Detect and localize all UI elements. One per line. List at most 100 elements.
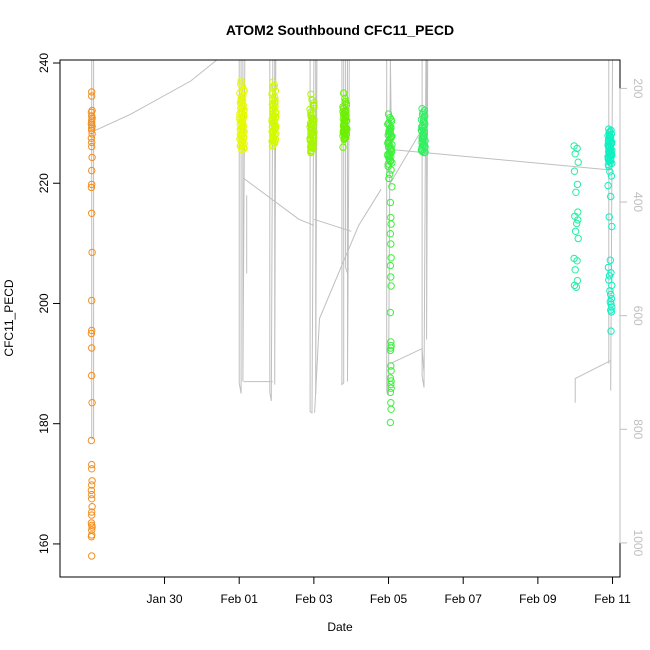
data-point — [571, 227, 580, 236]
right-tick-label: 200 — [631, 78, 645, 98]
data-point — [87, 134, 96, 142]
chart-title: ATOM2 Southbound CFC11_PECD — [226, 22, 454, 38]
data-point — [571, 150, 579, 158]
data-point — [269, 105, 278, 114]
data-point — [88, 92, 96, 100]
data-point — [310, 102, 318, 111]
data-point — [88, 503, 96, 511]
data-point — [88, 399, 96, 407]
data-point — [386, 418, 395, 427]
data-point — [87, 436, 96, 445]
data-point — [309, 127, 318, 136]
data-points — [87, 77, 616, 560]
data-point — [386, 261, 395, 270]
data-point — [386, 308, 395, 317]
data-point — [237, 95, 245, 103]
data-point — [88, 552, 96, 560]
profile-line-1 — [91, 59, 218, 133]
y-tick-label: 240 — [37, 53, 51, 73]
data-point — [87, 533, 96, 541]
profile-line-8 — [314, 189, 382, 413]
data-point — [240, 87, 248, 96]
profile-line-15 — [392, 149, 611, 171]
data-point — [88, 511, 96, 519]
data-point — [572, 188, 580, 197]
data-point — [387, 367, 395, 375]
data-point — [268, 88, 277, 97]
data-point — [88, 248, 96, 257]
data-point — [340, 111, 348, 119]
data-point — [307, 121, 315, 129]
data-point — [387, 220, 395, 228]
data-point — [87, 519, 96, 527]
x-tick-label: Feb 11 — [594, 592, 631, 606]
data-point — [605, 162, 613, 171]
data-point — [240, 144, 248, 153]
data-point — [607, 145, 615, 153]
data-point — [386, 230, 395, 238]
data-point — [605, 213, 613, 221]
data-point — [271, 126, 279, 134]
data-point — [238, 127, 247, 135]
data-point — [271, 109, 280, 118]
data-point — [606, 152, 614, 160]
data-point — [385, 152, 393, 160]
x-axis-label: Date — [327, 620, 353, 634]
data-point — [605, 272, 614, 280]
data-point — [418, 105, 426, 113]
right-tick-label: 400 — [631, 192, 645, 212]
data-point — [88, 490, 96, 499]
data-point — [570, 281, 579, 290]
data-point — [340, 134, 349, 142]
profile-line-9 — [313, 218, 352, 232]
data-point — [418, 147, 426, 156]
data-point — [387, 240, 395, 248]
data-point — [88, 477, 96, 485]
data-point — [339, 143, 347, 151]
data-point — [386, 388, 395, 397]
x-tick-label: Feb 05 — [370, 592, 408, 606]
right-tick-label: 800 — [631, 419, 645, 439]
data-point — [88, 508, 96, 516]
data-point — [88, 371, 96, 380]
data-point — [87, 486, 96, 495]
data-point — [386, 114, 394, 122]
data-point — [341, 94, 349, 103]
data-point — [340, 89, 348, 97]
x-tick-label: Feb 03 — [295, 592, 333, 606]
x-tick-label: Feb 09 — [519, 592, 557, 606]
data-point — [339, 129, 348, 137]
data-point — [88, 326, 96, 335]
data-point — [387, 132, 396, 141]
data-point — [237, 77, 245, 85]
data-point — [387, 282, 395, 290]
data-point — [237, 97, 245, 106]
data-point — [606, 256, 614, 264]
data-point — [571, 266, 579, 274]
data-point — [387, 341, 395, 350]
data-point — [384, 139, 392, 147]
data-point — [574, 158, 582, 166]
data-point — [421, 148, 429, 156]
data-point — [88, 460, 96, 469]
data-point — [605, 154, 613, 162]
data-point — [388, 183, 396, 191]
data-point — [307, 90, 315, 99]
data-point — [573, 276, 582, 285]
data-point — [88, 142, 96, 151]
data-point — [574, 216, 582, 224]
right-tick-label: 1000 — [631, 530, 645, 557]
data-point — [573, 180, 582, 189]
data-point — [88, 209, 96, 218]
data-point — [384, 119, 393, 127]
data-point — [386, 170, 394, 178]
data-point — [606, 168, 614, 176]
data-point — [386, 149, 394, 157]
data-point — [387, 384, 395, 392]
data-point — [387, 380, 395, 389]
data-point — [88, 344, 96, 352]
data-point — [607, 290, 615, 299]
data-point — [387, 399, 395, 407]
data-point — [387, 273, 395, 281]
